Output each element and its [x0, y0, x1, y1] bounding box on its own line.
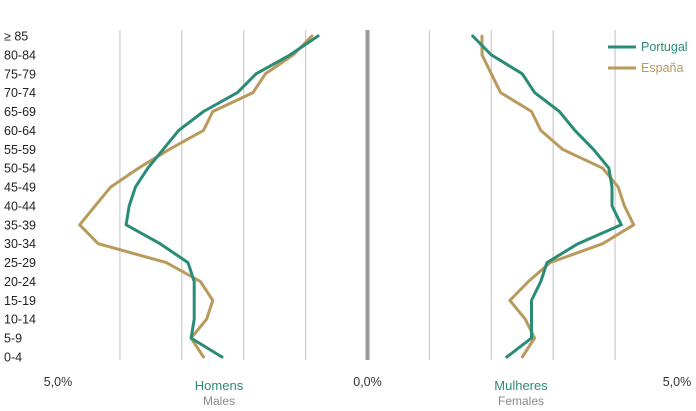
x-tick-label: 5,0% — [663, 375, 692, 389]
age-group-label: 70-74 — [4, 86, 36, 100]
age-group-label: ≥ 85 — [4, 30, 28, 44]
series-line-portugal-females — [471, 34, 623, 359]
left-half-subtitle: Males — [203, 394, 235, 408]
left-half-title: Homens — [195, 378, 244, 393]
right-half-subtitle: Females — [498, 394, 544, 408]
series-line-espana-males — [78, 34, 314, 359]
left-half-titles: Homens Males — [195, 378, 244, 408]
age-group-label: 65-69 — [4, 105, 36, 119]
age-group-label: 25-29 — [4, 256, 36, 270]
age-group-label: 40-44 — [4, 199, 36, 213]
series-lines — [78, 34, 636, 359]
age-group-label: 55-59 — [4, 143, 36, 157]
series-line-portugal-males — [124, 34, 320, 359]
right-half-title: Mulheres — [494, 378, 548, 393]
series-line-espana-females — [480, 34, 636, 359]
age-group-label: 50-54 — [4, 162, 36, 176]
legend: Portugal España — [608, 40, 688, 75]
age-group-labels: 0-4 5-9 10-14 15-19 20-24 25-29 30-34 35-39 40-4… — [4, 30, 36, 365]
age-group-label: 80-84 — [4, 48, 36, 62]
age-group-label: 35-39 — [4, 218, 36, 232]
right-half-titles: Mulheres Females — [494, 378, 548, 408]
legend-label-espana: España — [641, 61, 683, 75]
x-tick-label: 0,0% — [353, 375, 382, 389]
age-group-label: 10-14 — [4, 313, 36, 327]
age-group-label: 0-4 — [4, 351, 22, 365]
age-group-label: 20-24 — [4, 275, 36, 289]
legend-label-portugal: Portugal — [641, 40, 688, 54]
age-group-label: 30-34 — [4, 237, 36, 251]
age-group-label: 15-19 — [4, 294, 36, 308]
age-group-label: 45-49 — [4, 181, 36, 195]
age-group-label: 5-9 — [4, 332, 22, 346]
x-axis-tick-labels: 5,0% 0,0% 5,0% — [44, 375, 692, 389]
age-group-label: 75-79 — [4, 67, 36, 81]
age-group-label: 60-64 — [4, 124, 36, 138]
x-tick-label: 5,0% — [44, 375, 73, 389]
